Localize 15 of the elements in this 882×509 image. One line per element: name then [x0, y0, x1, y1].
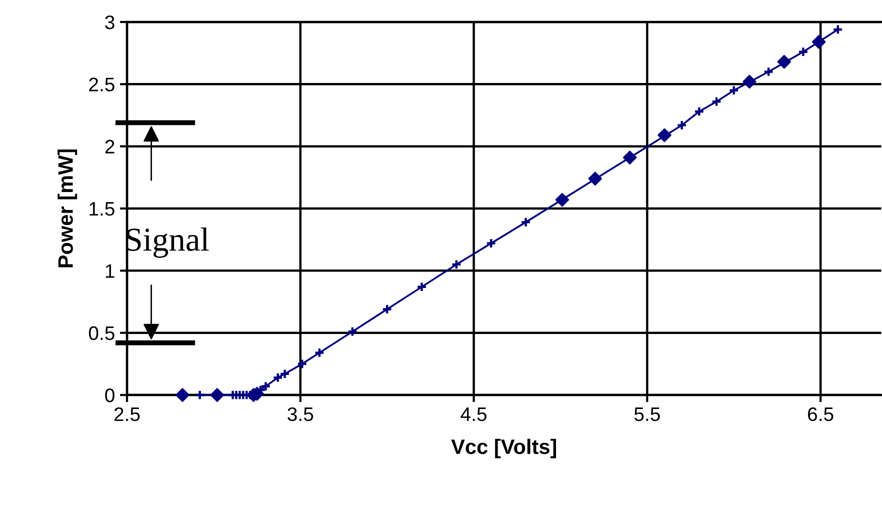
y-tick-label: 2	[105, 140, 114, 154]
y-tick-label: 3	[105, 15, 114, 30]
x-tick-label: 5.5	[634, 408, 660, 422]
x-tick-label: 2.5	[114, 407, 140, 422]
y-tick-label: 1	[106, 264, 114, 278]
y-axis-title: Power [mW]	[58, 149, 78, 268]
x-axis-title: Vcc [Volts]	[451, 438, 556, 458]
x-tick-label: 4.5	[460, 408, 486, 422]
x-tick-label: 3.5	[288, 407, 314, 422]
annotation: Signal	[126, 228, 209, 258]
x-tick-label: 6.5	[808, 407, 834, 422]
y-tick-label: 0.5	[88, 326, 114, 340]
y-tick-label: 2.5	[89, 78, 114, 92]
y-tick-label: 1.5	[90, 202, 114, 216]
y-tick-label: 0	[105, 388, 114, 402]
